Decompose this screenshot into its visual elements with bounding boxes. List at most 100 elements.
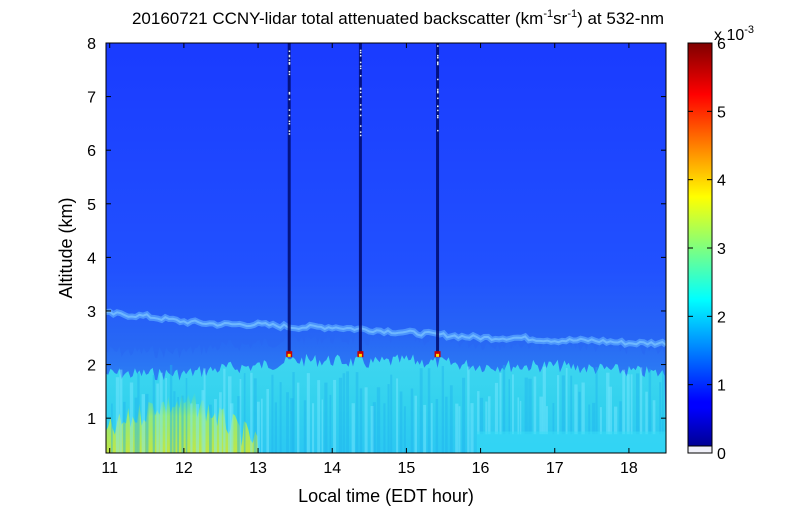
streak xyxy=(561,375,565,435)
cloud-column xyxy=(436,43,440,354)
streak xyxy=(123,401,126,453)
streak xyxy=(479,397,484,435)
cloud-speck xyxy=(359,96,362,98)
streak xyxy=(111,403,113,453)
colorbar-multiplier: x 10-3 xyxy=(714,24,754,44)
colorbar-tick-label: 6 xyxy=(717,36,726,53)
streak xyxy=(578,391,581,435)
streak xyxy=(229,403,234,453)
streak xyxy=(508,379,510,435)
cloud-speck xyxy=(359,49,362,52)
cloud-speck xyxy=(288,109,291,111)
streak xyxy=(312,403,315,453)
cloud-columns xyxy=(286,43,441,358)
streak xyxy=(129,382,134,453)
streak xyxy=(499,372,502,435)
colorbar: 0 1 2 3 4 5 6 x 10-3 xyxy=(687,24,754,463)
streak xyxy=(219,392,222,453)
streak xyxy=(329,394,332,453)
streak xyxy=(372,402,376,453)
streak xyxy=(228,376,232,453)
streak xyxy=(338,377,343,453)
elevated-aerosol-layer-inner xyxy=(106,310,666,346)
cloud-speck xyxy=(288,63,291,65)
y-tick-label: 4 xyxy=(87,250,96,267)
streak xyxy=(261,398,263,453)
streak xyxy=(370,406,374,453)
streak xyxy=(512,374,514,435)
streak xyxy=(477,391,480,435)
streak xyxy=(156,383,159,453)
cloud-speck xyxy=(437,45,439,47)
cloud-base-core xyxy=(287,353,291,357)
colorbar-tick-label: 2 xyxy=(717,309,726,326)
cloud-column xyxy=(358,43,362,354)
streak xyxy=(274,402,277,453)
streak xyxy=(435,399,439,453)
streak xyxy=(165,378,167,453)
colorbar-tick-label: 1 xyxy=(717,378,726,395)
colorbar-zero-cap xyxy=(687,445,713,454)
streak xyxy=(539,396,543,435)
cloud-base-core xyxy=(436,353,440,357)
cloud-speck xyxy=(288,91,291,94)
cloud-speck xyxy=(437,61,439,63)
x-tick-label: 13 xyxy=(249,460,267,477)
streak xyxy=(639,367,643,435)
streak xyxy=(115,377,120,453)
streak xyxy=(223,368,226,453)
streak xyxy=(257,401,260,453)
streak xyxy=(190,403,193,453)
streak xyxy=(614,406,618,435)
streak xyxy=(387,384,390,453)
streak xyxy=(346,371,349,453)
streak xyxy=(134,397,138,453)
high-backscatter-patch xyxy=(106,391,259,453)
streak xyxy=(355,372,359,453)
x-tick-label: 11 xyxy=(101,460,118,477)
cloud-speck xyxy=(437,91,439,94)
streak xyxy=(606,372,610,435)
streak xyxy=(659,382,662,435)
streak xyxy=(662,371,664,435)
streak xyxy=(279,382,282,453)
streak xyxy=(542,366,546,435)
streak xyxy=(297,382,300,453)
cloud-speck xyxy=(437,88,439,91)
streak xyxy=(351,403,355,453)
streak xyxy=(195,404,199,453)
cloud-speck xyxy=(288,93,291,95)
convective-streaks xyxy=(111,364,670,453)
streak xyxy=(445,396,448,453)
streak xyxy=(410,388,414,453)
streak xyxy=(159,372,163,453)
streak xyxy=(622,369,626,435)
cloud-speck xyxy=(437,63,439,66)
y-tick-label: 3 xyxy=(87,304,96,321)
streak xyxy=(203,368,206,453)
colorbar-tick-label: 4 xyxy=(717,173,726,190)
x-axis-label: Local time (EDT hour) xyxy=(298,486,474,506)
colorbar-tick-label: 0 xyxy=(717,446,726,463)
streak xyxy=(645,391,648,435)
cloud-speck xyxy=(359,67,362,70)
streak xyxy=(292,372,295,453)
cloud-speck xyxy=(359,104,362,106)
streak xyxy=(494,382,499,435)
streak xyxy=(619,401,622,435)
x-tick-label: 16 xyxy=(472,460,490,477)
streak xyxy=(528,378,532,435)
heatmap-area xyxy=(106,43,670,453)
streak xyxy=(266,389,269,453)
streak xyxy=(414,395,417,453)
cloud-speck xyxy=(437,57,439,59)
streak xyxy=(214,399,217,453)
streak xyxy=(364,387,368,453)
streak xyxy=(533,376,537,435)
cloud-speck xyxy=(437,78,439,81)
streak xyxy=(403,406,406,453)
streak xyxy=(667,401,670,434)
plot-frame xyxy=(105,42,667,454)
cloud-speck xyxy=(288,73,291,76)
streak xyxy=(286,392,289,453)
